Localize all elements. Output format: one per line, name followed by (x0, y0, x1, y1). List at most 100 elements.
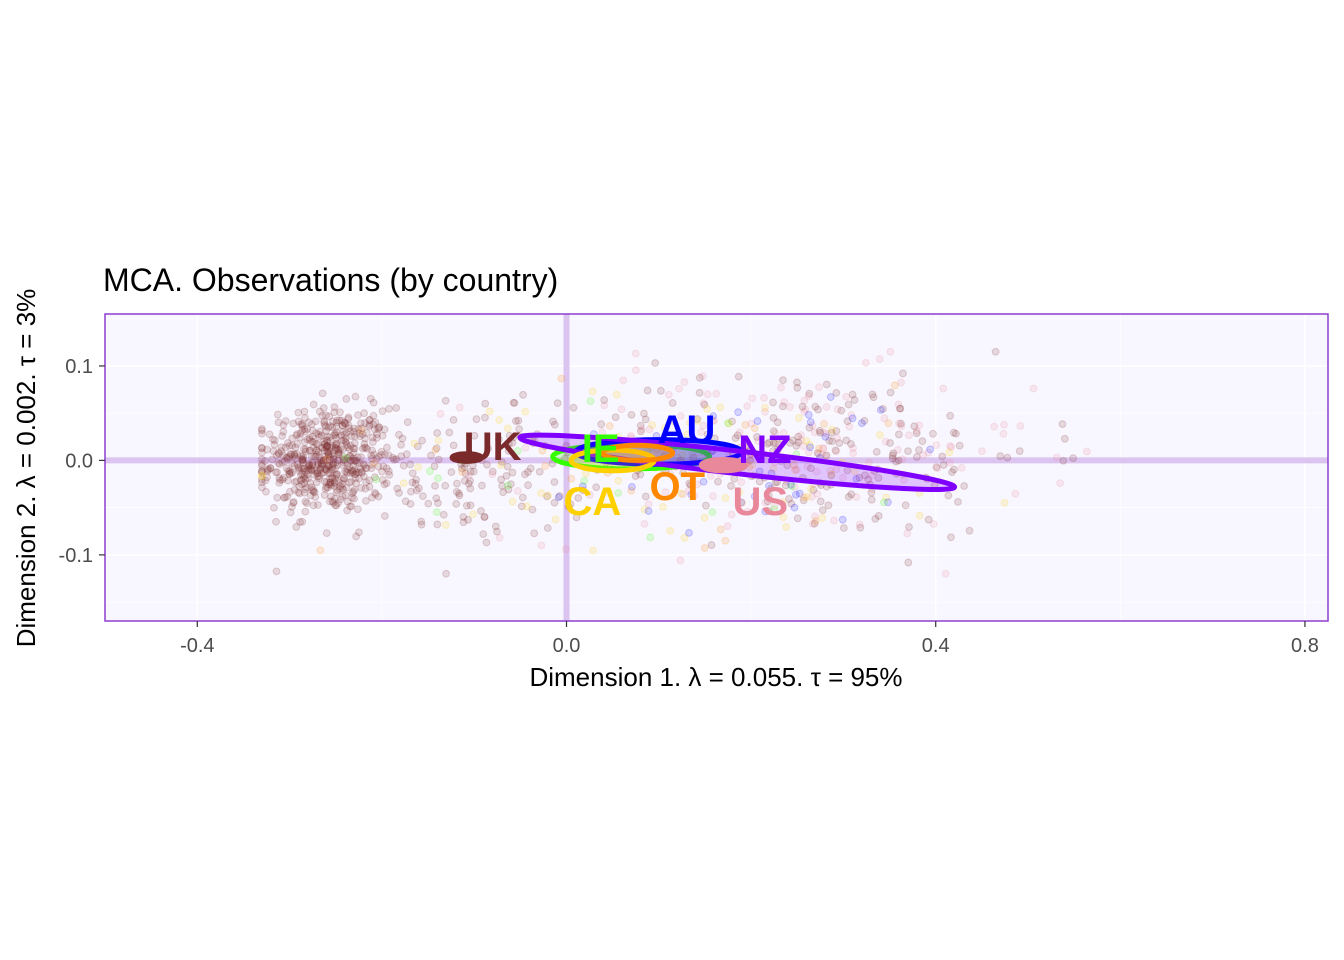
observation-point (380, 425, 389, 434)
observation-point (320, 491, 329, 500)
observation-point (297, 476, 306, 485)
observation-point (417, 520, 426, 529)
observation-point (332, 422, 341, 431)
observation-point (850, 396, 859, 404)
observation-point (816, 497, 825, 506)
observation-point (290, 450, 299, 458)
y-axis-title: Dimension 2. λ = 0.002. τ = 3% (11, 289, 41, 648)
observation-point (735, 428, 744, 437)
observation-point (272, 451, 281, 460)
observation-point (795, 414, 803, 422)
observation-point (957, 463, 966, 472)
observation-point (680, 533, 689, 542)
observation-point (848, 390, 857, 399)
observation-point (952, 429, 960, 438)
observation-point (466, 476, 474, 485)
observation-point (827, 471, 836, 480)
observation-point (329, 455, 338, 464)
observation-point (299, 474, 308, 482)
group-label-ie: IE (582, 427, 620, 471)
observation-point (950, 465, 958, 474)
observation-point (293, 430, 302, 438)
observation-point (506, 480, 515, 489)
observation-point (362, 429, 371, 437)
observation-point (441, 396, 450, 405)
observation-point (363, 445, 372, 453)
observation-point (301, 427, 309, 436)
observation-point (578, 482, 587, 491)
observation-point (258, 444, 266, 452)
observation-point (645, 425, 654, 434)
observation-point (322, 443, 331, 452)
observation-point (328, 473, 337, 482)
observation-point (293, 440, 302, 448)
observation-point (761, 498, 770, 507)
observation-point (868, 390, 877, 399)
observation-point (272, 567, 281, 576)
observation-point (924, 448, 933, 457)
observation-point (515, 425, 523, 433)
x-tick-label: -0.4 (180, 635, 214, 657)
observation-point (328, 441, 337, 450)
observation-point (332, 439, 341, 448)
observation-point (793, 378, 801, 387)
observation-point (1000, 498, 1009, 507)
observation-point (258, 448, 266, 457)
observation-point (627, 410, 636, 419)
observation-point (370, 450, 378, 459)
observation-point (362, 478, 370, 487)
observation-point (331, 479, 340, 488)
observation-point (799, 496, 808, 505)
observation-point (374, 452, 383, 461)
observation-point (554, 493, 563, 502)
observation-point (900, 476, 908, 484)
observation-point (372, 475, 380, 484)
observation-point (807, 464, 815, 473)
observation-point (861, 471, 869, 480)
observation-point (326, 436, 335, 445)
ellipse-uk (449, 451, 485, 464)
observation-point (727, 510, 736, 519)
observation-point (347, 502, 356, 511)
observation-point (258, 478, 266, 487)
y-tick-label: 0.1 (65, 356, 93, 378)
observation-point (847, 440, 855, 448)
observation-point (824, 501, 833, 510)
observation-point (325, 461, 333, 470)
observation-point (349, 467, 358, 475)
observation-point (521, 407, 530, 416)
observation-point (847, 411, 856, 420)
ellipse-us (698, 456, 749, 474)
observation-point (337, 416, 346, 425)
observation-point (355, 429, 364, 438)
observation-point (637, 427, 645, 436)
observation-point (790, 503, 799, 512)
ellipse-ot (600, 442, 676, 463)
observation-point (481, 413, 489, 422)
observation-point (825, 436, 834, 445)
observation-point (912, 429, 921, 438)
observation-point (743, 507, 752, 516)
observation-point (305, 446, 314, 455)
observation-point (258, 483, 266, 492)
observation-point (290, 452, 299, 461)
observation-point (432, 444, 441, 453)
observation-point (436, 409, 445, 418)
observation-point (275, 450, 283, 458)
observation-point (627, 486, 636, 495)
observation-point (441, 521, 450, 529)
observation-point (817, 450, 826, 459)
observation-point (806, 418, 815, 426)
observation-point (331, 443, 340, 452)
observation-point (310, 452, 319, 461)
observation-point (932, 463, 941, 472)
observation-point (336, 408, 344, 417)
observation-point (769, 427, 778, 436)
observation-point (318, 459, 326, 468)
observation-point (699, 399, 708, 408)
observation-point (323, 436, 332, 445)
observation-point (996, 452, 1005, 461)
observation-point (700, 544, 709, 552)
observation-point (778, 436, 787, 445)
